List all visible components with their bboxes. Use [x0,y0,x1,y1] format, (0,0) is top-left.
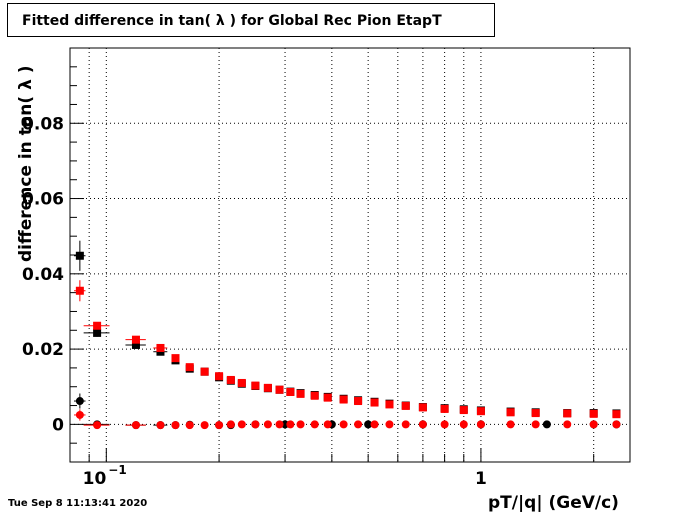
data-point [476,420,485,429]
data-point [542,420,551,429]
data-point [237,378,246,387]
data-point [370,420,379,429]
data-point [459,406,468,415]
data-point [476,407,485,416]
data-point [563,409,572,418]
data-point [506,408,515,417]
x-axis-label: pT/|q| (GeV/c) [488,493,619,513]
data-point [251,381,260,390]
data-point [339,395,348,404]
data-point [296,420,305,429]
data-point [185,363,194,372]
data-point [200,367,209,376]
data-point [215,421,224,430]
series-group [74,240,621,418]
data-series [74,240,621,430]
chart-title-box: Fitted difference in tan( λ ) for Global… [7,3,495,37]
chart-title: Fitted difference in tan( λ ) for Global… [22,13,442,29]
data-point [275,385,284,394]
x-tick-label: 10 [83,469,107,489]
data-point [589,409,598,418]
data-point [185,421,194,430]
data-point [75,397,84,406]
data-point [440,404,449,413]
data-point [215,372,224,381]
data-point [156,421,165,430]
y-axis-label: difference in tan( λ ) [16,65,36,262]
data-point [531,409,540,418]
data-point [459,420,468,429]
axis-ticks: 0 0.02 0.04 0.06 0.08 10 −1 1 [22,47,595,489]
data-point [131,335,140,344]
x-tick-label: 1 [475,469,487,489]
data-point [75,410,84,419]
data-point [226,375,235,384]
data-point [275,420,284,429]
series-group [74,409,621,430]
data-point [93,328,102,337]
data-point [401,401,410,410]
data-point [323,420,332,429]
data-point [171,421,180,430]
y-tick-label: 0 [52,415,64,435]
series-group [74,280,621,419]
data-point [370,398,379,407]
data-point [612,410,621,419]
grid-lines [69,48,630,462]
data-point [385,400,394,409]
data-point [156,343,165,352]
data-point [323,393,332,402]
data-point [401,420,410,429]
data-point [200,421,209,430]
data-point [339,420,348,429]
x-tick-label-exponent: −1 [108,463,126,477]
data-point [418,403,427,412]
data-point [93,421,102,430]
y-tick-label: 0.04 [22,265,64,285]
data-point [354,397,363,406]
data-point [364,420,373,429]
plot-frame [69,47,631,463]
data-point [237,420,246,429]
data-point [75,251,84,260]
data-point [612,420,621,429]
data-point [310,391,319,400]
data-point [354,420,363,429]
data-point [263,420,272,429]
timestamp-label: Tue Sep 8 11:13:41 2020 [8,498,148,509]
data-point [93,321,102,330]
data-point [75,286,84,295]
y-tick-label: 0.08 [22,114,64,134]
data-point [310,420,319,429]
data-point [418,420,427,429]
data-point [563,420,572,429]
data-point [263,383,272,392]
data-point [440,420,449,429]
data-point [385,420,394,429]
y-tick-label: 0.06 [22,190,64,210]
data-point [131,421,140,430]
data-point [286,387,295,396]
data-point [171,354,180,363]
data-point [296,389,305,398]
data-point [589,420,598,429]
data-point [286,420,295,429]
y-tick-label: 0.02 [22,340,64,360]
data-point [131,340,140,349]
data-point [506,420,515,429]
data-point [251,420,260,429]
data-point [226,420,235,429]
data-point [531,420,540,429]
